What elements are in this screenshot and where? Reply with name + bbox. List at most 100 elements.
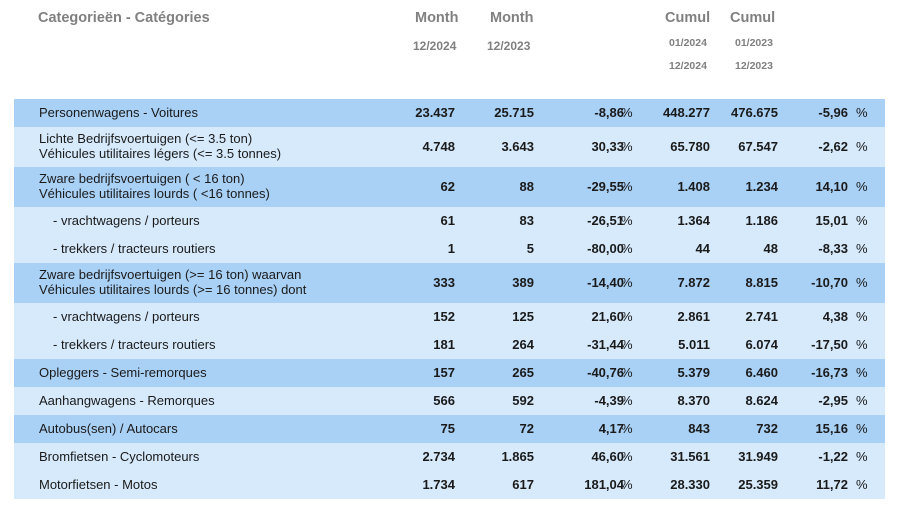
cell-cumul-change: -10,70 — [811, 275, 848, 290]
month-percent-unit: % — [621, 105, 633, 120]
row-label-line: - trekkers / tracteurs routiers — [53, 240, 216, 256]
cell-month-2023: 125 — [512, 309, 534, 324]
cumul-percent-unit: % — [856, 241, 868, 256]
col-month-2024-title: Month — [415, 10, 459, 26]
row-label: Opleggers - Semi-remorques — [39, 365, 207, 380]
cell-month-change: -4,39 — [594, 393, 624, 408]
col-cumul-2023-from: 01/2023 — [735, 37, 773, 49]
cell-month-change: -29,55 — [587, 179, 624, 194]
cell-month-change: -31,44 — [587, 337, 624, 352]
row-label-line: Opleggers - Semi-remorques — [39, 364, 207, 380]
cumul-percent-unit: % — [856, 337, 868, 352]
col-cumul-2024-to: 12/2024 — [669, 60, 707, 72]
cumul-percent-unit: % — [856, 421, 868, 436]
cell-cumul-2023: 31.949 — [738, 449, 778, 464]
table-row: - vrachtwagens / porteurs 152 125 21,60 2.86… — [14, 303, 885, 331]
cell-month-2024: 181 — [433, 337, 455, 352]
cell-cumul-2023: 1.234 — [745, 179, 778, 194]
cell-cumul-change: 15,16 — [815, 421, 848, 436]
cell-month-2024: 62 — [440, 179, 455, 194]
row-label: Personenwagens - Voitures — [39, 105, 198, 120]
cumul-percent-unit: % — [856, 213, 868, 228]
col-cumul-2023-title: Cumul — [730, 10, 776, 26]
cell-month-2023: 72 — [519, 421, 534, 436]
month-percent-unit: % — [621, 309, 633, 324]
table-row: Lichte Bedrijfsvoertuigen (<= 3.5 ton) Vé… — [14, 127, 885, 167]
table-row: - trekkers / tracteurs routiers 1 5 -80,00 4… — [14, 235, 885, 263]
cell-cumul-change: -16,73 — [811, 365, 848, 380]
cumul-percent-unit: % — [856, 179, 868, 194]
row-label: Zware bedrijfsvoertuigen (>= 16 ton) waa… — [39, 267, 306, 297]
cumul-percent-unit: % — [856, 449, 868, 464]
cell-cumul-change: -2,62 — [818, 139, 848, 154]
cumul-percent-unit: % — [856, 309, 868, 324]
cell-month-2023: 3.643 — [501, 139, 534, 154]
cell-cumul-2024: 448.277 — [663, 105, 710, 120]
cell-cumul-2023: 48 — [763, 241, 778, 256]
cell-cumul-2023: 732 — [756, 421, 778, 436]
month-percent-unit: % — [621, 393, 633, 408]
row-label: Lichte Bedrijfsvoertuigen (<= 3.5 ton) Vé… — [39, 131, 281, 161]
cell-cumul-2023: 8.624 — [745, 393, 778, 408]
row-label: - vrachtwagens / porteurs — [53, 213, 200, 228]
cell-month-2024: 61 — [440, 213, 455, 228]
cell-month-2024: 23.437 — [415, 105, 455, 120]
month-percent-unit: % — [621, 179, 633, 194]
row-label: Motorfietsen - Motos — [39, 477, 158, 492]
cell-cumul-change: 11,72 — [816, 477, 848, 492]
row-label: Bromfietsen - Cyclomoteurs — [39, 449, 199, 464]
table-row: Aanhangwagens - Remorques 566 592 -4,39 8.37… — [14, 387, 885, 415]
row-label-line: - vrachtwagens / porteurs — [53, 308, 200, 324]
col-month-2023-title: Month — [490, 10, 534, 26]
cell-month-2024: 75 — [440, 421, 455, 436]
cell-cumul-2024: 5.379 — [677, 365, 710, 380]
row-label-line: Zware bedrijfsvoertuigen (>= 16 ton) waa… — [39, 267, 302, 282]
col-month-2024-period: 12/2024 — [413, 39, 457, 53]
cell-cumul-2024: 8.370 — [677, 393, 710, 408]
cell-month-change: 30,33 — [591, 139, 624, 154]
cumul-percent-unit: % — [856, 477, 868, 492]
month-percent-unit: % — [621, 139, 633, 154]
cell-cumul-2023: 1.186 — [745, 213, 778, 228]
cumul-percent-unit: % — [856, 105, 868, 120]
cell-cumul-change: 15,01 — [815, 213, 848, 228]
cell-cumul-2024: 7.872 — [677, 275, 710, 290]
row-label: Zware bedrijfsvoertuigen ( < 16 ton) Véhi… — [39, 171, 270, 201]
table-row: Motorfietsen - Motos 1.734 617 181,04 28.330… — [14, 471, 885, 499]
cell-month-change: 181,04 — [584, 477, 624, 492]
cell-month-2024: 566 — [433, 393, 455, 408]
cell-cumul-2024: 31.561 — [670, 449, 710, 464]
col-cumul-2023-to: 12/2023 — [735, 60, 773, 72]
row-label-line: Véhicules utilitaires légers (<= 3.5 ton… — [39, 146, 282, 161]
cell-month-2023: 389 — [512, 275, 534, 290]
col-month-2023-period: 12/2023 — [487, 39, 531, 53]
cell-month-2023: 25.715 — [494, 105, 534, 120]
month-percent-unit: % — [621, 337, 633, 352]
col-cumul-2024-title: Cumul — [665, 10, 711, 26]
table-row: Opleggers - Semi-remorques 157 265 -40,76 5.… — [14, 359, 885, 387]
cell-cumul-2023: 67.547 — [738, 139, 778, 154]
cell-cumul-change: -1,22 — [818, 449, 848, 464]
month-percent-unit: % — [621, 365, 633, 380]
cell-cumul-change: -8,33 — [818, 241, 848, 256]
row-label-line: Véhicules utilitaires lourds (>= 16 tonn… — [39, 282, 307, 297]
cell-month-2024: 2.734 — [422, 449, 455, 464]
cell-cumul-2023: 8.815 — [745, 275, 778, 290]
row-label: Autobus(sen) / Autocars — [39, 421, 178, 436]
table-row: Bromfietsen - Cyclomoteurs 2.734 1.865 46,6… — [14, 443, 885, 471]
table-row: Zware bedrijfsvoertuigen ( < 16 ton) Véhi… — [14, 167, 885, 207]
cell-month-2024: 1 — [447, 241, 455, 256]
table-row: Autobus(sen) / Autocars 75 72 4,17 843 732 15,… — [14, 415, 885, 443]
cumul-percent-unit: % — [856, 275, 868, 290]
cell-month-change: 21,60 — [591, 309, 624, 324]
month-percent-unit: % — [621, 275, 633, 290]
cell-month-change: -14,40 — [587, 275, 624, 290]
cell-month-2023: 5 — [526, 241, 534, 256]
cell-cumul-change: 14,10 — [815, 179, 848, 194]
cell-cumul-2023: 6.460 — [745, 365, 778, 380]
cell-month-2024: 157 — [433, 365, 455, 380]
cell-month-change: -40,76 — [587, 365, 624, 380]
cell-cumul-2024: 44 — [695, 241, 710, 256]
col-cumul-2024-from: 01/2024 — [669, 37, 707, 49]
row-label-line: Lichte Bedrijfsvoertuigen (<= 3.5 ton) — [39, 131, 253, 146]
